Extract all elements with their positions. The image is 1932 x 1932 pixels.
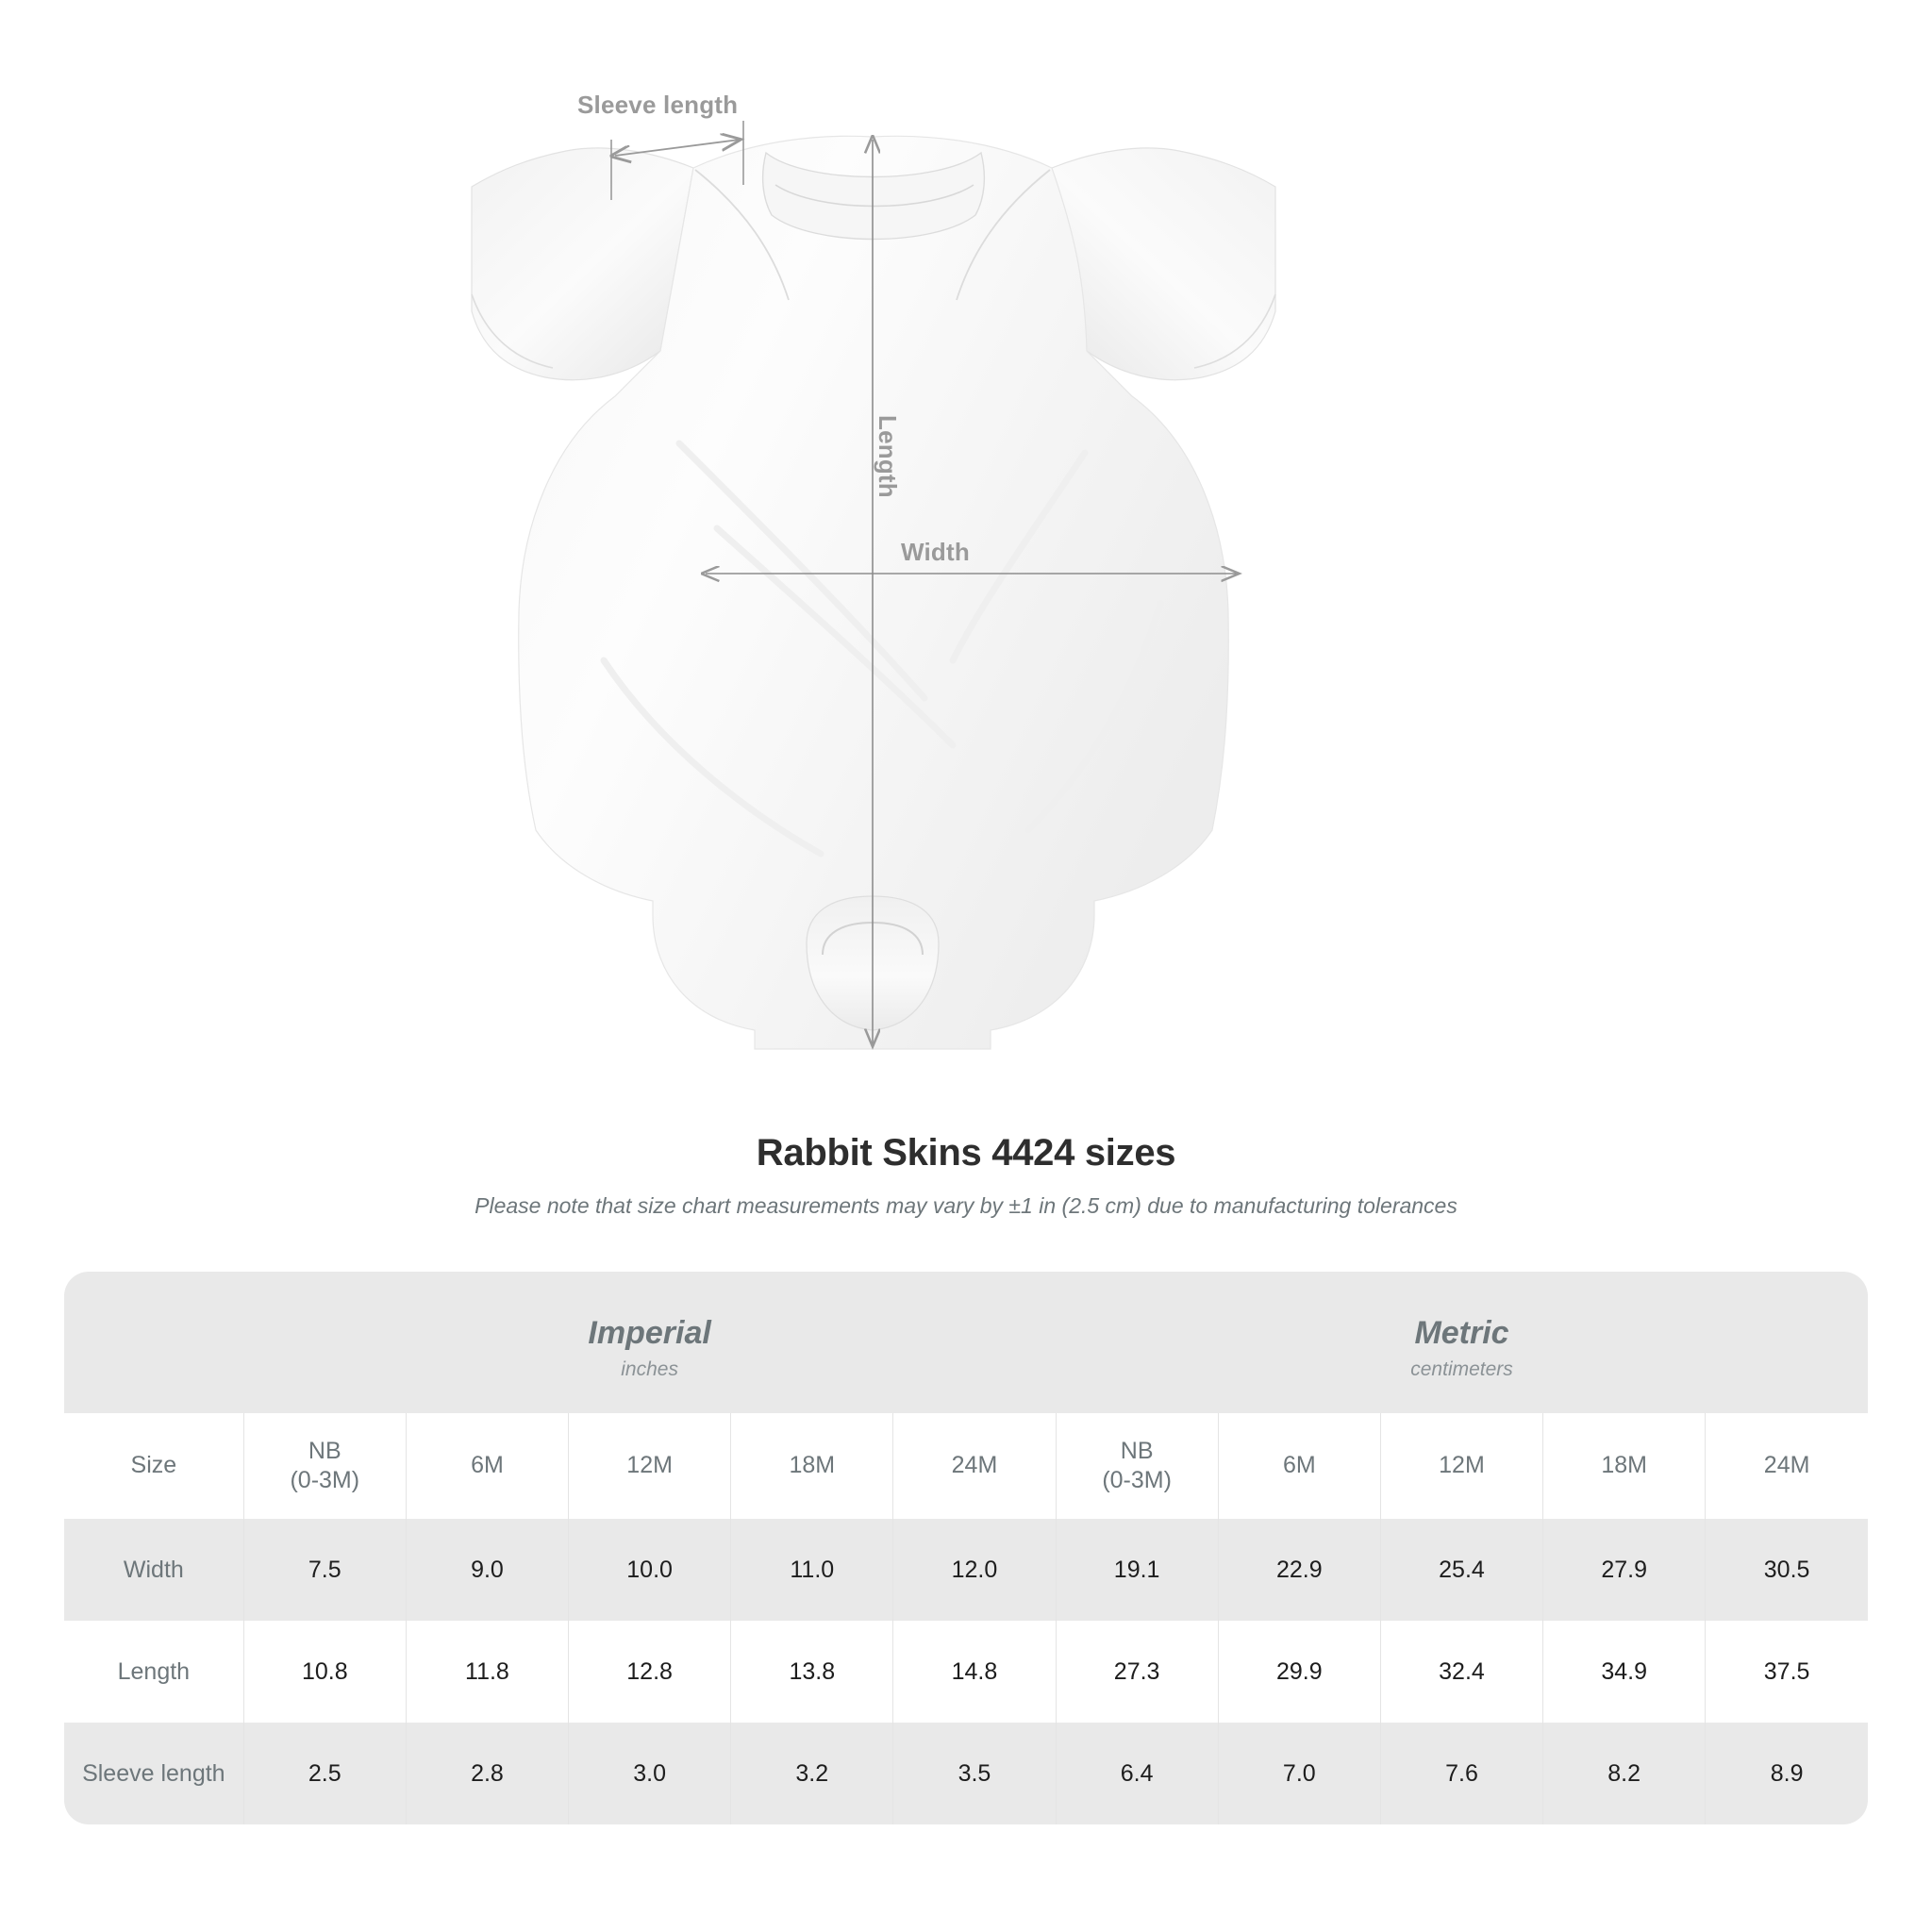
cell-length-imperial-18m: 13.8 xyxy=(730,1621,894,1723)
header-imperial-12m: 12M xyxy=(568,1413,732,1519)
row-label-width: Width xyxy=(64,1519,244,1621)
header-metric-24m: 24M xyxy=(1705,1413,1868,1519)
cell-width-imperial-nb: 7.5 xyxy=(243,1519,407,1621)
row-label-length: Length xyxy=(64,1621,244,1723)
right-sleeve xyxy=(1051,147,1276,381)
cell-length-imperial-24m: 14.8 xyxy=(892,1621,1057,1723)
column-header-row: Size NB (0-3M) 6M 12M 18M 24M NB (0-3M) … xyxy=(64,1413,1868,1519)
cell-width-imperial-12m: 10.0 xyxy=(568,1519,732,1621)
cell-sleeve-metric-18m: 8.2 xyxy=(1542,1723,1707,1824)
bodysuit-shape xyxy=(471,135,1276,1050)
header-metric-12m: 12M xyxy=(1380,1413,1544,1519)
size-table-container: Imperial inches Metric centimeters Size … xyxy=(64,1272,1868,1824)
left-sleeve-hem xyxy=(471,293,554,369)
cell-sleeve-imperial-24m: 3.5 xyxy=(892,1723,1057,1824)
header-imperial-nb: NB (0-3M) xyxy=(243,1413,407,1519)
right-sleeve-hem xyxy=(1193,293,1276,369)
table-row: Length 10.8 11.8 12.8 13.8 14.8 27.3 29.… xyxy=(64,1621,1868,1723)
header-nb-line2: (0-3M) xyxy=(1102,1467,1172,1493)
cell-width-imperial-18m: 11.0 xyxy=(730,1519,894,1621)
cell-width-metric-nb: 19.1 xyxy=(1056,1519,1219,1621)
unit-name-imperial: Imperial xyxy=(588,1314,711,1351)
unit-sub-metric: centimeters xyxy=(1410,1358,1513,1381)
left-shoulder-seam xyxy=(694,169,790,301)
unit-header-row: Imperial inches Metric centimeters xyxy=(64,1272,1868,1413)
cell-length-metric-6m: 29.9 xyxy=(1218,1621,1381,1723)
title-block: Rabbit Skins 4424 sizes Please note that… xyxy=(0,1132,1932,1219)
cell-sleeve-imperial-6m: 2.8 xyxy=(406,1723,570,1824)
table-row: Width 7.5 9.0 10.0 11.0 12.0 19.1 22.9 2… xyxy=(64,1519,1868,1621)
bodysuit-illustration xyxy=(471,121,1276,1113)
header-imperial-24m: 24M xyxy=(892,1413,1057,1519)
cell-sleeve-imperial-nb: 2.5 xyxy=(243,1723,407,1824)
cell-sleeve-metric-12m: 7.6 xyxy=(1380,1723,1544,1824)
cell-length-metric-nb: 27.3 xyxy=(1056,1621,1219,1723)
header-nb-line1: NB xyxy=(1120,1437,1154,1464)
unit-header-imperial: Imperial inches xyxy=(243,1272,1057,1413)
header-size-label: Size xyxy=(64,1413,244,1519)
header-imperial-6m: 6M xyxy=(406,1413,570,1519)
cell-sleeve-imperial-18m: 3.2 xyxy=(730,1723,894,1824)
length-annotation-label: Length xyxy=(874,415,902,498)
header-metric-18m: 18M xyxy=(1542,1413,1707,1519)
cell-sleeve-metric-nb: 6.4 xyxy=(1056,1723,1219,1824)
row-label-sleeve-length: Sleeve length xyxy=(64,1723,244,1824)
unit-name-metric: Metric xyxy=(1414,1314,1509,1351)
header-nb-line2: (0-3M) xyxy=(290,1467,360,1493)
cell-length-imperial-nb: 10.8 xyxy=(243,1621,407,1723)
unit-header-spacer xyxy=(64,1272,244,1413)
cell-width-metric-24m: 30.5 xyxy=(1705,1519,1868,1621)
cell-sleeve-metric-6m: 7.0 xyxy=(1218,1723,1381,1824)
cell-sleeve-imperial-12m: 3.0 xyxy=(568,1723,732,1824)
dimension-lines xyxy=(611,121,1238,1045)
header-metric-6m: 6M xyxy=(1218,1413,1381,1519)
page-title: Rabbit Skins 4424 sizes xyxy=(756,1132,1176,1174)
unit-header-metric: Metric centimeters xyxy=(1056,1272,1868,1413)
cell-length-imperial-6m: 11.8 xyxy=(406,1621,570,1723)
cell-sleeve-metric-24m: 8.9 xyxy=(1705,1723,1868,1824)
cell-length-metric-18m: 34.9 xyxy=(1542,1621,1707,1723)
cell-width-metric-12m: 25.4 xyxy=(1380,1519,1544,1621)
left-sleeve xyxy=(471,147,694,381)
header-nb-line1: NB xyxy=(308,1437,341,1464)
header-metric-nb: NB (0-3M) xyxy=(1056,1413,1219,1519)
page-subtitle: Please note that size chart measurements… xyxy=(475,1193,1457,1218)
table-row: Sleeve length 2.5 2.8 3.0 3.2 3.5 6.4 7.… xyxy=(64,1723,1868,1824)
size-table: Imperial inches Metric centimeters Size … xyxy=(64,1272,1868,1824)
header-imperial-18m: 18M xyxy=(730,1413,894,1519)
right-shoulder-seam xyxy=(956,169,1051,301)
sleeve-length-annotation-label: Sleeve length xyxy=(577,91,739,119)
width-annotation-label: Width xyxy=(901,538,970,566)
cell-width-metric-18m: 27.9 xyxy=(1542,1519,1707,1621)
cell-width-metric-6m: 22.9 xyxy=(1218,1519,1381,1621)
cell-width-imperial-24m: 12.0 xyxy=(892,1519,1057,1621)
unit-sub-imperial: inches xyxy=(621,1358,678,1381)
cell-length-metric-24m: 37.5 xyxy=(1705,1621,1868,1723)
cell-length-imperial-12m: 12.8 xyxy=(568,1621,732,1723)
garment-diagram: Sleeve length Width Length xyxy=(471,91,1276,1113)
cell-width-imperial-6m: 9.0 xyxy=(406,1519,570,1621)
cell-length-metric-12m: 32.4 xyxy=(1380,1621,1544,1723)
sleeve-length-arrow xyxy=(615,140,740,156)
